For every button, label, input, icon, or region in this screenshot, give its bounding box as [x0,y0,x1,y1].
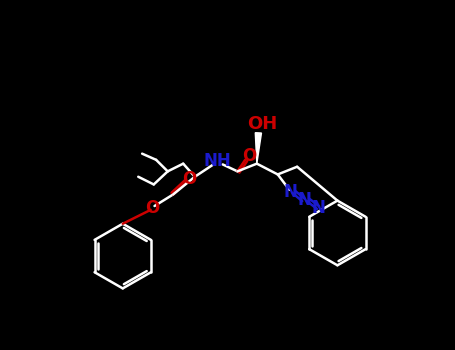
Text: O: O [242,147,256,165]
Text: N: N [312,198,326,217]
Text: O: O [145,199,159,217]
Text: NH: NH [203,152,231,170]
Text: O: O [182,170,197,188]
Text: N: N [283,183,297,201]
Text: N: N [297,191,311,209]
Polygon shape [255,133,262,164]
Text: OH: OH [247,114,278,133]
